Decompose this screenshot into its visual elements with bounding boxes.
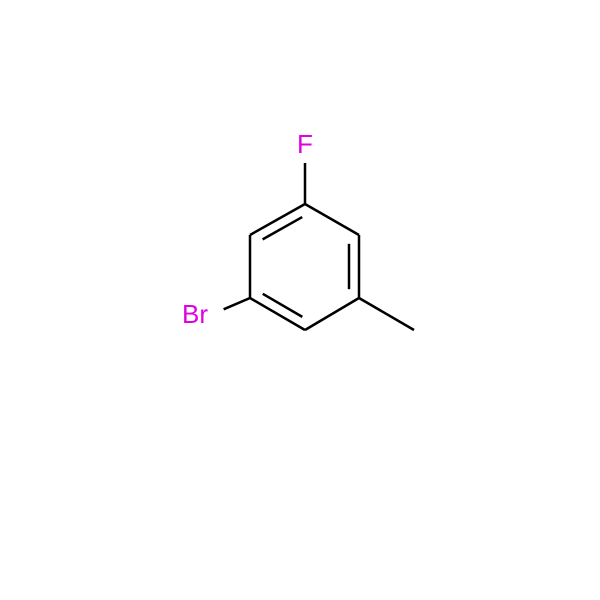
- bond-line: [305, 204, 359, 235]
- atom-label-f: F: [297, 129, 313, 159]
- bonds-layer: [224, 163, 414, 330]
- bond-line: [305, 298, 359, 330]
- molecule-canvas: F Br: [0, 0, 600, 600]
- bond-line: [359, 298, 414, 330]
- bond-line: [263, 217, 303, 239]
- atom-label-br: Br: [182, 299, 208, 329]
- bond-line: [224, 298, 250, 309]
- bond-line: [263, 294, 303, 317]
